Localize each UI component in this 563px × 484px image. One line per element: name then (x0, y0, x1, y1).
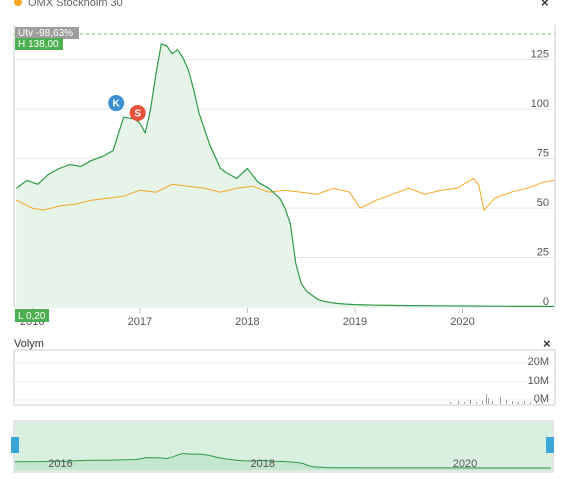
y-tick-label: 100 (531, 98, 549, 110)
volume-bar (536, 402, 537, 404)
x-tick-label: 2018 (235, 316, 259, 328)
main-series-area (16, 43, 554, 308)
x-tick-label: 2020 (450, 316, 474, 328)
volume-bars (450, 394, 543, 404)
event-marker-letter: S (134, 108, 141, 119)
change-badge (15, 27, 79, 39)
y-tick-label: 0 (543, 296, 549, 308)
volume-bar (492, 401, 493, 404)
x-axis-ticks: 20162017201820192020 (20, 316, 475, 328)
low-badge (15, 309, 49, 322)
volume-ticks: 20M 10M 0M (528, 356, 549, 405)
y-tick-label: 25 (537, 247, 549, 259)
high-badge (15, 38, 63, 50)
volume-bar (500, 397, 501, 404)
navigator-left-handle[interactable] (11, 437, 19, 453)
volume-bar (542, 401, 543, 404)
volume-title: Volym (14, 338, 44, 350)
volume-tick-label: 20M (528, 356, 549, 368)
volume-tick-label: 0M (534, 393, 549, 405)
compare-series-line (15, 177, 554, 212)
volume-bar (506, 400, 507, 404)
compare-legend-dot (14, 0, 22, 6)
x-tick-label: 2017 (128, 316, 152, 328)
volume-bar (518, 402, 519, 404)
volume-close-icon[interactable]: × (543, 336, 551, 351)
volume-bar (488, 398, 489, 404)
navigator-right-handle[interactable] (546, 437, 554, 453)
volume-bar (530, 402, 531, 404)
volume-bar (450, 402, 451, 404)
volume-bar (476, 402, 477, 404)
y-axis-ticks: 0 25 50 75 100 125 (531, 49, 549, 308)
event-marker-letter: K (113, 99, 121, 110)
main-series-line (15, 43, 554, 307)
volume-tick-label: 10M (528, 375, 549, 387)
volume-bar (512, 401, 513, 404)
event-markers: KS (108, 95, 146, 121)
navigator-line (14, 453, 551, 469)
x-tick-label: 2019 (343, 316, 367, 328)
navigator-tick-label: 2020 (453, 458, 477, 470)
y-tick-label: 125 (531, 49, 549, 61)
change-badge-text: Utv -98,63% (18, 28, 73, 39)
volume-bar (470, 400, 471, 404)
volume-bar (486, 394, 487, 404)
event-marker-s (129, 104, 146, 121)
navigator-tick-label: 2018 (251, 458, 275, 470)
volume-bar (482, 401, 483, 404)
compare-legend-label: OMX Stockholm 30 (28, 0, 123, 9)
x-grid (31, 308, 464, 313)
low-badge-text: L 0,20 (18, 311, 46, 322)
volume-bar (464, 402, 465, 404)
volume-bar (458, 401, 459, 404)
navigator-tick-label: 2016 (48, 458, 72, 470)
y-tick-label: 50 (537, 197, 549, 209)
volume-bar (524, 401, 525, 404)
high-badge-text: H 138,00 (18, 39, 59, 50)
close-icon[interactable]: × (541, 0, 549, 10)
event-marker-k (108, 95, 125, 112)
y-tick-label: 75 (537, 148, 549, 160)
volume-grid (14, 362, 555, 401)
navigator-ticks: 2016 2018 2020 (48, 458, 477, 470)
